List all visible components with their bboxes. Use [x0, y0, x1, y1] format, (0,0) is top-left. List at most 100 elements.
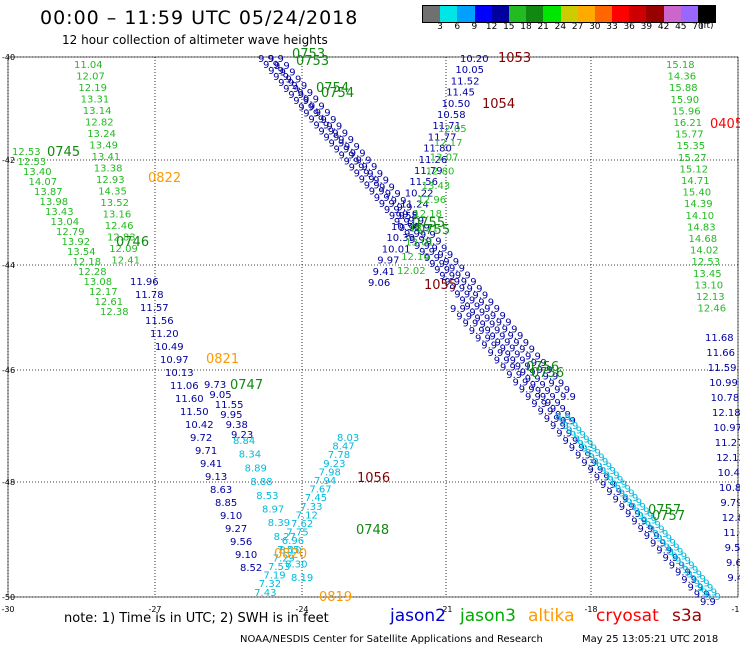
track-value-label: 12.41	[111, 256, 140, 267]
latitude-label: -44	[2, 261, 15, 270]
track-value-label: 12.19	[78, 83, 107, 94]
swath-label: 9.9	[385, 189, 401, 200]
track-value-label: 8.19	[291, 573, 313, 584]
colorbar-tick-label: 24	[554, 22, 567, 32]
swath-label: 9.9	[694, 579, 710, 590]
colorbar-cell	[508, 6, 527, 22]
colorbar-tick-label: 3	[437, 22, 443, 32]
swath-label: 9.9	[530, 380, 546, 391]
swath-label: 9.9	[611, 480, 627, 491]
swath-label: 9.9	[373, 176, 389, 187]
colorbar-tick-label: 70	[692, 22, 704, 32]
swath-label: 9.9	[581, 444, 597, 455]
swath-label: 9.9	[449, 283, 465, 294]
track-value-label: 9.10	[220, 511, 242, 522]
swath-label: 9.9	[550, 404, 566, 415]
swath-label: 9.9	[391, 196, 407, 207]
pass-time-label: 0819	[319, 590, 352, 605]
pass-time-label: 1054	[482, 97, 515, 112]
swath-label: 9.9	[675, 568, 691, 579]
swath-label: 9.9	[569, 443, 585, 454]
track-value-label: 7.98	[319, 467, 341, 478]
track-value-label: 13.40	[23, 167, 52, 178]
swath-label: 9.9	[694, 590, 710, 601]
track-value-label: 13.38	[94, 164, 123, 175]
track-value-label: 12.07	[76, 72, 105, 83]
track-value-label: 8.10	[279, 546, 301, 557]
track-value-label: 6.96	[282, 536, 304, 547]
track-value-label: 15.18	[666, 60, 695, 71]
track-value-label: 8.97	[262, 505, 284, 516]
legend-item-cryosat: cryosat	[596, 606, 659, 626]
track-value-label: 10.97	[160, 355, 189, 366]
swath-label: 9.9	[432, 243, 448, 254]
pass-time-label: 0754	[321, 86, 354, 101]
swath-label: 9.9	[367, 169, 383, 180]
track-value-label: 13.43	[422, 181, 451, 192]
colorbar-tick-label: 42	[657, 22, 670, 32]
track-value-label: 10.46	[718, 468, 740, 479]
track-value-label: 12.53	[12, 147, 41, 158]
swath-label: 9.9	[439, 271, 455, 282]
swath-label: 9.9	[419, 247, 435, 258]
swath-label: 9.9	[339, 151, 355, 162]
track-value-label: 13.08	[84, 277, 113, 288]
swath-label: 9.9	[481, 341, 497, 352]
track-value-label: 12.96	[418, 195, 447, 206]
pass-time-label: 0821	[206, 352, 239, 367]
colorbar-tick-label: 33	[606, 22, 618, 32]
pass-time-label: 0756	[531, 366, 564, 381]
pass-time-label: 0755	[417, 223, 450, 238]
track-value-label: 8.63	[210, 485, 232, 496]
track-value-label: 14.07	[29, 177, 58, 188]
swath-label: 9.9	[283, 84, 299, 95]
track-value-label: 16.21	[674, 118, 703, 129]
swath-label: 9.9	[544, 414, 560, 425]
track-value-label: 8.52	[240, 563, 262, 574]
swath-label: 9.9	[467, 284, 483, 295]
pass-time-label: 0748	[356, 523, 389, 538]
swath-label: 9.9	[596, 462, 612, 473]
swath-label: 9.9	[578, 439, 594, 450]
track-value-label: 12.46	[698, 304, 727, 315]
track-value-label: 12.02	[397, 266, 426, 277]
longitude-label: -21	[439, 605, 452, 614]
swath-label: 9.9	[485, 326, 501, 337]
swath-label: 9.9	[328, 138, 344, 149]
track-value-label: 13.49	[89, 141, 118, 152]
pass-time-label: 0756	[526, 360, 559, 375]
swath-label: 9.9	[575, 451, 591, 462]
swath-label: 9.9	[286, 74, 302, 85]
longitude-label: -30	[1, 605, 14, 614]
swath-label: 9.9	[461, 277, 477, 288]
track-value-label: 12.17	[434, 138, 463, 149]
swath-label: 9.9	[555, 412, 571, 423]
swath-label: 9.9	[688, 582, 704, 593]
swath-label: 9.9	[478, 297, 494, 308]
swath-label: 9.9	[656, 546, 672, 557]
swath-label: 9.9	[615, 484, 631, 495]
swath-label: 9.9	[548, 378, 564, 389]
track-value-label: 10.42	[185, 420, 214, 431]
swath-label: 9.9	[496, 318, 512, 329]
swath-label: 9.9	[399, 223, 415, 234]
swath-label: 9.9	[293, 96, 309, 107]
track-value-label: 8.53	[256, 491, 278, 502]
track-value-label: 15.35	[677, 141, 706, 152]
pass-time-label: 0746	[116, 235, 149, 250]
track-value-label: 9.71	[195, 446, 217, 457]
swath-label: 9.9	[364, 181, 380, 192]
track-value-label: 14.10	[686, 211, 715, 222]
track-value-label: 10.22	[405, 188, 434, 199]
legend-item-s3a: s3a	[672, 606, 703, 626]
swath-label: 9.9	[588, 465, 604, 476]
swath-label: 9.9	[705, 592, 721, 603]
swath-label: 9.9	[420, 230, 436, 241]
track-value-label: 11.52	[451, 76, 480, 87]
swath-label: 9.9	[656, 534, 672, 545]
track-value-label: 12.83	[107, 233, 136, 244]
track-value-label: 15.96	[672, 106, 701, 117]
track-value-label: 8.03	[337, 433, 359, 444]
track-value-label: 14.39	[684, 199, 713, 210]
colorbar-cell	[526, 6, 544, 22]
